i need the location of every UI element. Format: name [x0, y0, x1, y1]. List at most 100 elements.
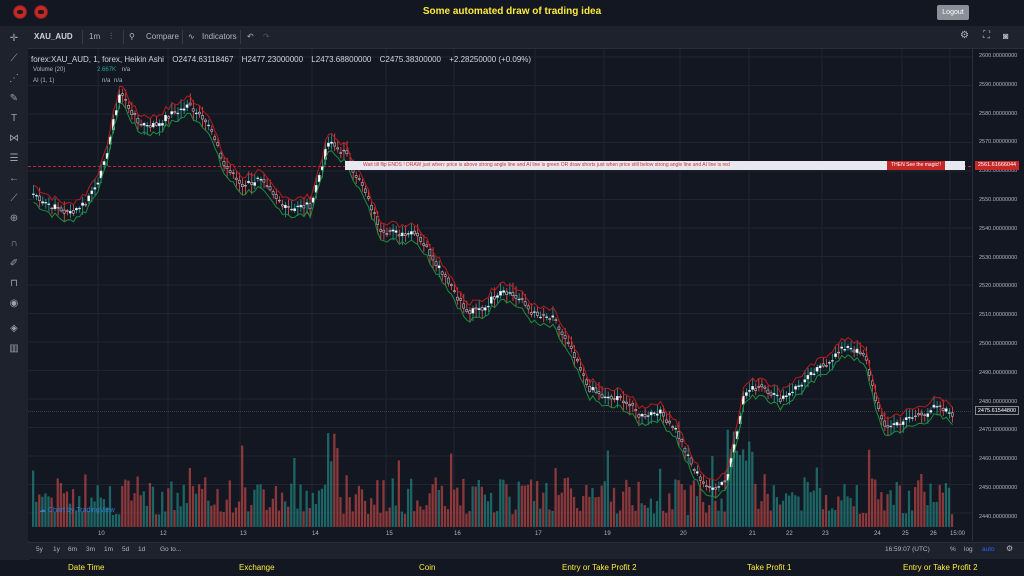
price-axis[interactable] [972, 49, 1024, 541]
volume-label[interactable]: Volume (20) [33, 67, 66, 73]
candle-body [194, 112, 198, 115]
volume-bar [831, 508, 834, 527]
volume-bar [615, 513, 619, 527]
candle-body [305, 202, 309, 205]
volume-bar [517, 481, 520, 527]
volume-bar [665, 512, 668, 527]
range-1m[interactable]: 1m [104, 546, 114, 553]
volume-bar [572, 496, 576, 527]
range-3m[interactable]: 3m [86, 546, 96, 553]
candle-body [176, 112, 180, 115]
volume-bar [480, 486, 483, 527]
crosshair-icon[interactable]: ✛ [9, 33, 19, 44]
ai-label[interactable]: AI (1, 1) [33, 78, 55, 84]
volume-bar [701, 501, 705, 527]
ruler-icon[interactable]: ⟋ [10, 193, 18, 204]
candle-body [299, 204, 303, 208]
brush-icon[interactable]: ✎ [9, 93, 19, 104]
interval-button[interactable]: 1m [89, 32, 101, 41]
nav-entry-take-profit-2-b[interactable]: Entry or Take Profit 2 [903, 563, 978, 572]
log-toggle[interactable]: log [964, 546, 973, 553]
candle-body [794, 386, 797, 390]
nav-date-time[interactable]: Date Time [68, 563, 105, 572]
chart-style-icon[interactable]: ⫶ [110, 31, 113, 41]
x-tick-label: 15 [386, 531, 393, 537]
x-tick-label: 25 [902, 531, 909, 537]
compare-icon[interactable]: ⚲ [129, 32, 135, 41]
symbol-search[interactable]: XAU_AUD [34, 32, 73, 41]
logout-button[interactable]: Logout [937, 5, 969, 20]
compare-button[interactable]: Compare [146, 32, 179, 41]
volume-bar [403, 513, 407, 527]
candle-body [560, 331, 564, 335]
price-chart[interactable] [28, 49, 972, 541]
candle-body [769, 392, 773, 396]
zoom-icon[interactable]: ⊕ [9, 213, 19, 224]
percent-toggle[interactable]: % [950, 546, 956, 553]
stay-drawing-icon[interactable]: ✐ [9, 258, 19, 269]
volume-bar [90, 497, 93, 527]
redo-icon[interactable]: ↷ [263, 32, 270, 41]
nav-take-profit-1[interactable]: Take Profit 1 [747, 563, 792, 572]
nav-entry-take-profit-2[interactable]: Entry or Take Profit 2 [562, 563, 637, 572]
clock-readout[interactable]: 16:59:07 (UTC) [885, 546, 930, 553]
eye-icon[interactable]: ◉ [9, 298, 19, 309]
legend-series[interactable]: forex:XAU_AUD, 1, forex, Heikin Ashi [31, 55, 164, 64]
nav-coin[interactable]: Coin [419, 563, 436, 572]
magnet-icon[interactable]: ∩ [10, 238, 18, 249]
range-1d[interactable]: 1d [138, 546, 146, 553]
candle-body [760, 384, 764, 388]
range-5d[interactable]: 5d [122, 546, 130, 553]
indicators-icon[interactable]: ∿ [188, 32, 195, 41]
y-tick-label: 2520.00000000 [979, 283, 1018, 290]
pattern-icon[interactable]: ⋈ [9, 133, 19, 144]
text-icon[interactable]: T [10, 113, 18, 124]
volume-bar [363, 500, 367, 527]
volume-bar [410, 478, 413, 527]
candle-body [493, 296, 496, 300]
candle-body [880, 415, 883, 420]
volume-bar [631, 505, 634, 527]
trash-icon[interactable]: ▥ [9, 343, 19, 354]
range-1y[interactable]: 1y [53, 546, 60, 553]
goto-button[interactable]: Go to... [160, 546, 182, 553]
back-arrow-icon[interactable]: ← [9, 173, 19, 184]
volume-bar [400, 511, 404, 527]
candle-body [443, 274, 447, 277]
candle-body [901, 421, 905, 425]
pitchfork-icon[interactable]: ⋰ [9, 73, 19, 84]
candle-body [674, 427, 678, 430]
tradingview-watermark[interactable]: ☁ Chart by TradingView [39, 507, 115, 514]
volume-bar [44, 493, 47, 527]
volume-bar [87, 511, 90, 527]
ai-na-2: n/a [114, 78, 123, 84]
auto-toggle[interactable]: auto [982, 546, 995, 553]
candle-body [38, 195, 41, 201]
nav-exchange[interactable]: Exchange [239, 563, 275, 572]
range-6m[interactable]: 6m [68, 546, 78, 553]
range-5y[interactable]: 5y [36, 546, 43, 553]
candle-body [588, 385, 591, 392]
trendline-icon[interactable]: ⟋ [10, 53, 18, 64]
volume-bar [173, 510, 176, 527]
volume-bar [582, 496, 585, 527]
chart-pane[interactable] [28, 49, 972, 541]
volume-bar [293, 457, 296, 527]
fib-icon[interactable]: ☰ [9, 153, 19, 164]
candle-body [360, 182, 364, 186]
undo-icon[interactable]: ↶ [247, 32, 254, 41]
settings-icon[interactable]: ⚙ [960, 30, 969, 41]
camera-icon[interactable]: ◙ [1003, 31, 1009, 41]
volume-bar [910, 510, 914, 527]
lock-icon[interactable]: ⊓ [10, 278, 18, 289]
candle-body [102, 161, 106, 165]
volume-bar [406, 488, 410, 527]
indicators-button[interactable]: Indicators [202, 32, 237, 41]
volume-bar [877, 499, 880, 527]
candle-body [274, 194, 278, 199]
layers-icon[interactable]: ◈ [10, 323, 18, 334]
axis-settings-icon[interactable]: ⚙ [1006, 544, 1014, 553]
candle-body [668, 420, 671, 424]
x-tick-label: 23 [822, 531, 829, 537]
fullscreen-icon[interactable]: ⛶ [983, 30, 990, 41]
